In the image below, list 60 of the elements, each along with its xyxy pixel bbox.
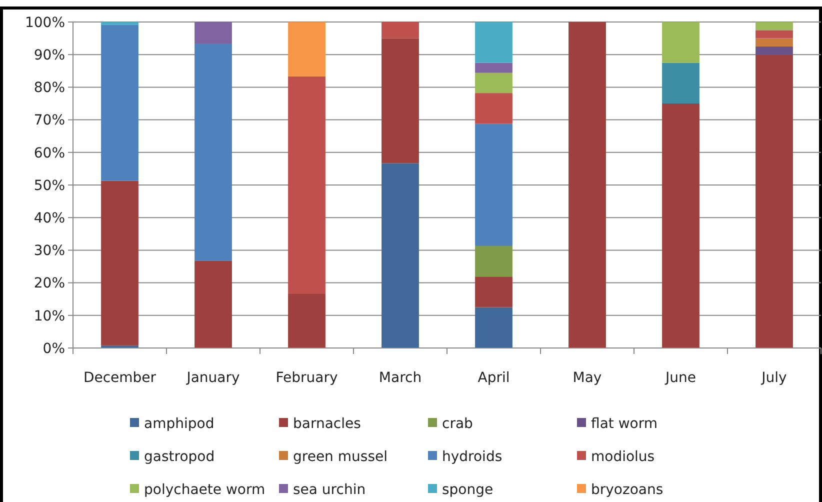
- bar: [101, 22, 138, 25]
- bar: [101, 180, 138, 346]
- y-tick-label: 90%: [34, 48, 65, 64]
- legend-label: modiolus: [591, 448, 655, 465]
- bar: [662, 22, 700, 63]
- bar: [756, 38, 793, 46]
- bar: [662, 104, 700, 348]
- x-tick-label: June: [664, 370, 696, 386]
- bar: [756, 46, 793, 55]
- x-tick-label: July: [760, 370, 787, 386]
- y-tick-label: 40%: [34, 210, 65, 226]
- bar: [101, 24, 138, 181]
- y-tick-label: 60%: [34, 145, 65, 162]
- x-tick-label: March: [378, 370, 422, 386]
- bar: [382, 22, 419, 38]
- bar: [288, 76, 326, 294]
- legend-label: crab: [442, 416, 474, 432]
- bar: [194, 44, 232, 261]
- bar: [756, 22, 793, 30]
- legend-label: hydroids: [442, 448, 502, 465]
- bar: [194, 260, 232, 348]
- bar: [475, 246, 512, 277]
- legend-label: barnacles: [293, 416, 361, 432]
- x-tick-label: May: [572, 370, 602, 386]
- bar: [288, 22, 326, 76]
- bar: [475, 72, 512, 94]
- y-tick-label: 10%: [34, 308, 65, 324]
- bar: [475, 62, 512, 73]
- bar: [288, 294, 326, 348]
- bar: [475, 307, 512, 348]
- y-tick-label: 50%: [34, 178, 65, 194]
- bar: [568, 22, 606, 348]
- bar: [756, 54, 793, 348]
- bar: [382, 38, 419, 164]
- x-tick-label: December: [83, 370, 156, 386]
- legend-label: amphipod: [144, 416, 214, 432]
- bar: [475, 22, 512, 63]
- x-tick-label: January: [186, 370, 240, 386]
- bar: [475, 276, 512, 308]
- bar: [475, 93, 512, 124]
- legend-label: flat worm: [591, 416, 658, 432]
- bar: [194, 22, 232, 44]
- y-tick-label: 70%: [34, 112, 65, 129]
- legend-label: gastropod: [144, 448, 215, 465]
- x-tick-label: April: [478, 370, 510, 386]
- bar: [662, 62, 700, 104]
- y-tick-label: 30%: [34, 243, 65, 260]
- y-tick-label: 80%: [34, 80, 65, 96]
- bar: [382, 163, 419, 348]
- legend-label: sea urchin: [293, 482, 366, 498]
- bar: [756, 30, 793, 38]
- x-tick-label: February: [276, 370, 338, 386]
- y-tick-label: 0%: [42, 340, 65, 357]
- legend-label: sponge: [442, 482, 494, 498]
- legend-label: bryozoans: [591, 482, 664, 498]
- legend-label: green mussel: [293, 448, 388, 465]
- legend-label: polychaete worm: [144, 482, 266, 498]
- y-tick-label: 20%: [34, 276, 65, 292]
- y-tick-label: 100%: [24, 14, 65, 31]
- bar: [475, 124, 512, 246]
